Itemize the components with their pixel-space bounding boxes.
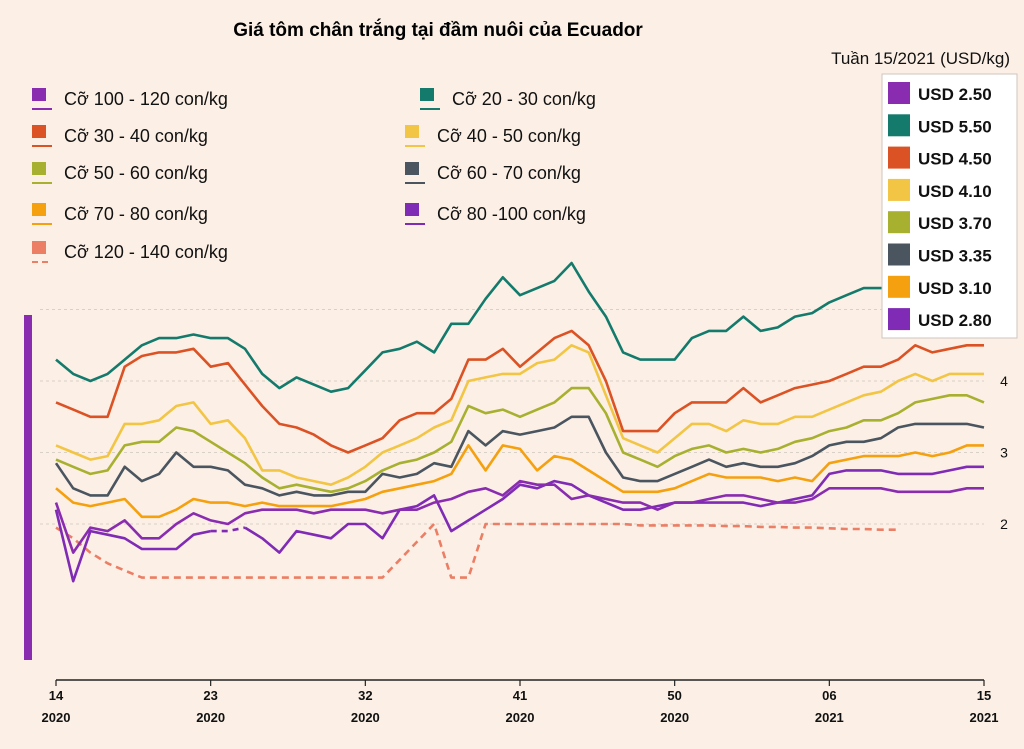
series-line-7: [55, 444, 984, 519]
price-swatch: [888, 82, 910, 104]
series-line-3: [55, 329, 984, 454]
legend-swatch: [32, 88, 46, 101]
price-swatch: [888, 243, 910, 266]
legend-label: Cỡ 70 - 80 con/kg: [64, 204, 208, 224]
price-label: USD 3.35: [918, 247, 992, 266]
legend-swatch: [405, 203, 419, 216]
price-box: USD 2.50 USD 5.50 USD 4.50 USD 4.10 USD 3.70…: [881, 73, 1018, 339]
series-line-2: [55, 261, 984, 393]
legend-label: Cỡ 20 - 30 con/kg: [452, 89, 596, 109]
x-tick-week: 41: [513, 688, 527, 703]
price-swatch: [888, 308, 910, 331]
x-tick-year: 2020: [660, 710, 689, 725]
price-row: USD 3.10: [888, 275, 992, 298]
series-line-8-part-a: [54, 509, 211, 583]
x-tick-week: 06: [822, 688, 836, 703]
price-label: USD 4.10: [918, 182, 992, 201]
price-label: USD 3.10: [918, 279, 992, 298]
series-line-8-dashed-part: [210, 526, 246, 533]
price-row: USD 3.35: [888, 243, 992, 266]
legend-swatch: [405, 125, 419, 138]
legend-label: Cỡ 50 - 60 con/kg: [64, 163, 208, 183]
price-label: USD 4.50: [918, 150, 992, 169]
legend-swatch: [405, 162, 419, 175]
price-row: USD 5.50: [888, 114, 992, 137]
price-row: USD 2.50: [888, 82, 992, 104]
price-swatch: [888, 211, 910, 234]
price-box-frame: [881, 73, 1018, 339]
price-label: USD 5.50: [918, 117, 992, 136]
price-swatch: [888, 178, 910, 201]
legend-item: Cỡ 20 - 30 con/kg: [420, 88, 596, 110]
legend-swatch: [32, 203, 46, 216]
price-label: USD 2.80: [918, 311, 992, 330]
legend-swatch: [32, 162, 46, 175]
price-row: USD 2.80: [888, 308, 992, 331]
price-swatch: [888, 146, 910, 169]
x-tick-year: 2020: [196, 710, 225, 725]
series-line-5: [55, 386, 985, 494]
series-line-1: [54, 479, 984, 554]
x-tick-year: 2020: [351, 710, 380, 725]
legend-item: Cỡ 120 - 140 con/kg: [32, 241, 228, 263]
price-row: USD 3.70: [888, 211, 992, 234]
legend-label: Cỡ 80 -100 con/kg: [437, 204, 586, 224]
legend-item: Cỡ 60 - 70 con/kg: [405, 162, 581, 184]
price-label: USD 2.50: [918, 85, 992, 104]
legend-label: Cỡ 30 - 40 con/kg: [64, 126, 208, 146]
price-label: USD 3.70: [918, 214, 992, 233]
legend-item: Cỡ 80 -100 con/kg: [405, 203, 586, 225]
x-tick-year: 2020: [42, 710, 71, 725]
series-lines: [54, 261, 985, 583]
x-tick-week: 50: [667, 688, 681, 703]
legend: Cỡ 100 - 120 con/kg Cỡ 20 - 30 con/kg Cỡ 3…: [32, 88, 596, 263]
price-swatch: [888, 114, 910, 137]
legend-swatch: [420, 88, 434, 101]
legend-item: Cỡ 70 - 80 con/kg: [32, 203, 208, 225]
series-line-4: [55, 344, 984, 486]
x-tick-week: 14: [49, 688, 64, 703]
x-axis: 14 2020 23 2020 32 2020 41 2020 50 2020 06 2021 15 20…: [42, 679, 999, 725]
legend-swatch: [32, 125, 46, 138]
legend-label: Cỡ 120 - 140 con/kg: [64, 242, 228, 262]
legend-item: Cỡ 50 - 60 con/kg: [32, 162, 208, 184]
legend-item: Cỡ 40 - 50 con/kg: [405, 125, 581, 147]
x-tick-year: 2020: [506, 710, 535, 725]
series-line-6: [54, 415, 985, 497]
legend-item: Cỡ 100 - 120 con/kg: [32, 88, 228, 110]
x-tick-year: 2021: [815, 710, 844, 725]
x-tick-week: 23: [203, 688, 217, 703]
legend-label: Cỡ 100 - 120 con/kg: [64, 89, 228, 109]
legend-item: Cỡ 30 - 40 con/kg: [32, 125, 208, 147]
price-row: USD 4.10: [888, 178, 992, 201]
series-line-8-part-b: [244, 465, 984, 554]
x-tick-year: 2021: [970, 710, 999, 725]
y-tick-label: 4: [1000, 373, 1008, 389]
price-row: USD 4.50: [888, 146, 992, 169]
price-swatch: [888, 275, 910, 298]
legend-label: Cỡ 40 - 50 con/kg: [437, 126, 581, 146]
x-tick-week: 32: [358, 688, 372, 703]
x-tick-week: 15: [977, 688, 991, 703]
unit-label: Tuần 15/2021 (USD/kg): [831, 49, 1010, 68]
series-line-9: [55, 522, 899, 579]
chart-title: Giá tôm chân trắng tại đầm nuôi của Ecua…: [233, 19, 643, 41]
left-accent-bar: [24, 315, 32, 660]
legend-swatch: [32, 241, 46, 254]
y-tick-label: 3: [1000, 445, 1008, 461]
y-tick-label: 2: [1000, 516, 1008, 532]
legend-label: Cỡ 60 - 70 con/kg: [437, 163, 581, 183]
